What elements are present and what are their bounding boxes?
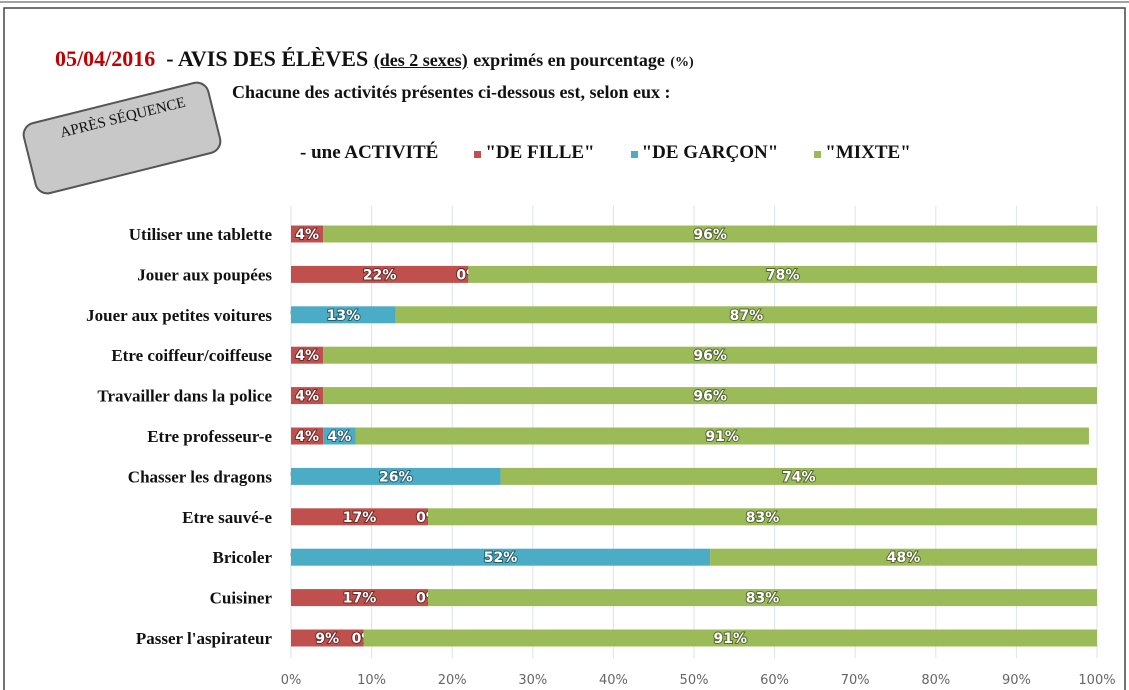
value-label: 52%	[484, 550, 518, 566]
value-label: 4%	[327, 429, 351, 445]
category-label: Etre sauvé-e	[182, 508, 272, 527]
bar-segment	[500, 467, 1097, 485]
bar-segment	[355, 427, 1089, 445]
category-label: Chasser les dragons	[128, 467, 273, 486]
legend-label: "MIXTE"	[825, 142, 911, 163]
bar-segment	[291, 427, 324, 445]
category-label: Jouer aux petites voitures	[86, 306, 272, 325]
value-label: 74%	[782, 469, 816, 485]
x-tick-label: 70%	[841, 673, 870, 688]
x-tick-label: 0%	[281, 673, 302, 688]
value-label: 83%	[746, 510, 780, 526]
category-label: Bricoler	[213, 548, 273, 567]
bar-segment	[291, 306, 396, 324]
title-unit: (%)	[670, 55, 694, 70]
category-label: Cuisiner	[210, 589, 273, 608]
title-paren: (des 2 sexes)	[373, 50, 468, 70]
bar-segment	[291, 265, 469, 283]
bar-segment	[291, 467, 501, 485]
title-rest: exprimés en pourcentage	[473, 50, 665, 70]
x-tick-label: 30%	[518, 673, 547, 688]
value-label: 96%	[693, 348, 727, 364]
bar-segment	[291, 387, 324, 405]
value-label: 22%	[363, 267, 397, 283]
value-label: 17%	[343, 591, 377, 607]
legend-label: "DE FILLE"	[485, 142, 595, 163]
category-label: Passer l'aspirateur	[136, 629, 273, 648]
bar-segment	[291, 589, 429, 607]
title-date: 05/04/2016	[55, 46, 156, 71]
bar-segment	[323, 346, 1097, 364]
bar-segment	[395, 306, 1097, 324]
bar-segment	[291, 548, 711, 566]
value-label: 26%	[379, 469, 413, 485]
bar-segment	[363, 629, 1097, 647]
value-label: 78%	[766, 267, 800, 283]
category-label: Utiliser une tablette	[129, 225, 273, 244]
value-label: 4%	[295, 389, 319, 405]
badge	[22, 81, 222, 195]
category-label: Etre coiffeur/coiffeuse	[111, 346, 272, 365]
badge-box	[22, 81, 222, 195]
value-label: 91%	[714, 631, 748, 647]
value-label: 9%	[315, 631, 339, 647]
frame	[3, 7, 1126, 690]
bar-segment	[710, 548, 1097, 566]
x-tick-label: 20%	[438, 673, 467, 688]
legend: - une ACTIVITÉ "DE FILLE" "DE GARÇON" "MIX…	[300, 142, 911, 164]
bar-segment	[323, 427, 356, 445]
x-tick-label: 80%	[921, 673, 950, 688]
value-label: 4%	[295, 227, 319, 243]
legend-label: "DE GARÇON"	[641, 142, 779, 163]
value-label: 96%	[693, 389, 727, 405]
legend-swatch	[630, 151, 638, 158]
x-tick-label: 40%	[599, 673, 628, 688]
value-label: 83%	[746, 591, 780, 607]
legend-item: "DE GARÇON"	[630, 142, 779, 164]
value-label: 4%	[295, 348, 319, 364]
title: - AVIS DES ÉLÈVES	[166, 46, 369, 71]
bar-segment	[323, 387, 1097, 405]
legend-item: "DE FILLE"	[474, 142, 595, 164]
legend-swatch	[474, 151, 482, 158]
bar-segment	[428, 508, 1097, 526]
legend-item: "MIXTE"	[814, 142, 911, 164]
legend-swatch	[814, 151, 822, 158]
value-label: 17%	[343, 510, 377, 526]
x-tick-label: 60%	[760, 673, 789, 688]
subtitle: Chacune des activités présentes ci-desso…	[232, 82, 671, 102]
category-label: Etre professeur-e	[147, 427, 272, 446]
legend-lead: - une ACTIVITÉ	[300, 142, 439, 163]
category-label: Travailler dans la police	[97, 387, 272, 406]
value-label: 48%	[887, 550, 921, 566]
bar-segment	[291, 346, 324, 364]
bar-segment	[291, 629, 364, 647]
bar-segment	[323, 225, 1097, 243]
x-tick-label: 100%	[1078, 673, 1115, 688]
x-tick-label: 50%	[680, 673, 709, 688]
value-label: 87%	[730, 308, 764, 324]
value-label: 4%	[295, 429, 319, 445]
value-label: 13%	[327, 308, 361, 324]
value-label: 91%	[705, 429, 739, 445]
title-line: 05/04/2016 - AVIS DES ÉLÈVES (des 2 sexe…	[55, 46, 694, 72]
category-label: Jouer aux poupées	[137, 265, 272, 284]
x-tick-label: 90%	[1002, 673, 1031, 688]
bar-segment	[291, 225, 324, 243]
value-label: 96%	[693, 227, 727, 243]
bar-segment	[468, 265, 1097, 283]
x-tick-label: 10%	[357, 673, 386, 688]
bar-segment	[291, 508, 429, 526]
bar-segment	[428, 589, 1097, 607]
